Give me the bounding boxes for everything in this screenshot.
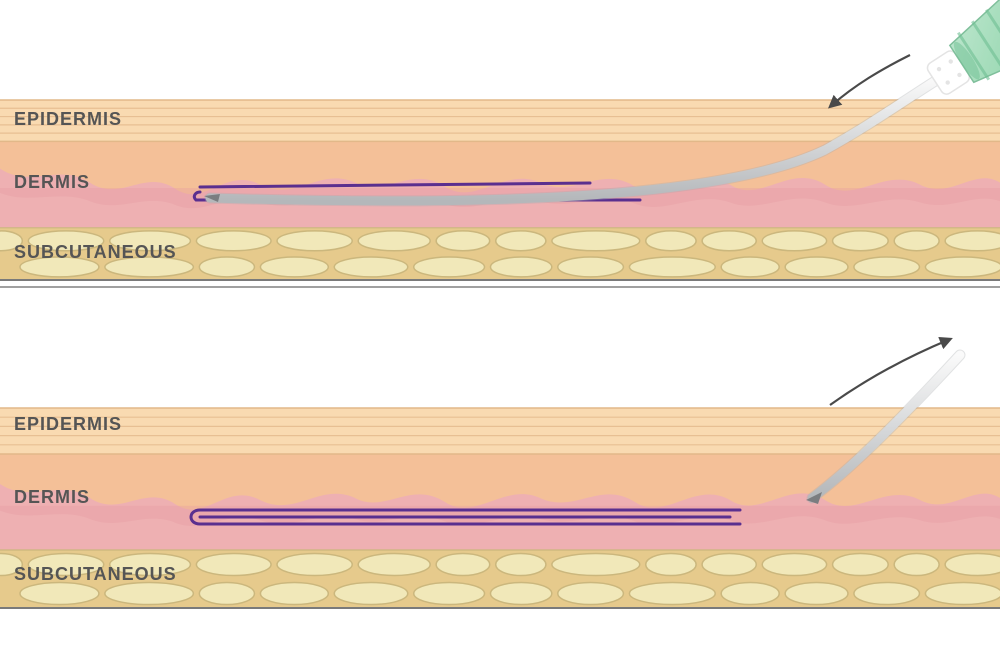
adipocyte xyxy=(490,257,551,277)
panel-insertion: EPIDERMIS DERMIS SUBCUTANEOUS xyxy=(0,0,1000,280)
diagram-root: EPIDERMIS DERMIS SUBCUTANEOUS EPIDERMIS DER… xyxy=(0,0,1000,650)
adipocyte xyxy=(199,582,254,604)
adipocyte xyxy=(925,257,1000,277)
adipocyte xyxy=(490,582,551,604)
adipocyte xyxy=(629,257,715,277)
adipocyte xyxy=(358,553,430,575)
adipocyte xyxy=(260,582,328,604)
adipocyte xyxy=(945,231,1000,251)
adipocyte xyxy=(785,582,848,604)
adipocyte xyxy=(199,257,254,277)
adipocyte xyxy=(894,553,939,575)
label-subcutaneous: SUBCUTANEOUS xyxy=(14,564,177,584)
adipocyte xyxy=(196,231,271,251)
adipocyte xyxy=(558,582,624,604)
adipocyte xyxy=(277,553,352,575)
adipocyte xyxy=(496,231,546,251)
adipocyte xyxy=(721,582,779,604)
adipocyte xyxy=(196,553,271,575)
adipocyte xyxy=(833,231,889,251)
label-dermis: DERMIS xyxy=(14,172,90,192)
label-dermis: DERMIS xyxy=(14,487,90,507)
adipocyte xyxy=(496,553,546,575)
adipocyte xyxy=(762,553,826,575)
adipocyte xyxy=(785,257,848,277)
adipocyte xyxy=(260,257,328,277)
label-subcutaneous: SUBCUTANEOUS xyxy=(14,242,177,262)
adipocyte xyxy=(721,257,779,277)
adipocyte xyxy=(436,553,490,575)
adipocyte xyxy=(833,553,889,575)
arrow-insert xyxy=(832,55,910,105)
adipocyte xyxy=(334,257,407,277)
adipocyte xyxy=(629,582,715,604)
arrow-withdraw xyxy=(830,340,948,405)
adipocyte xyxy=(414,257,485,277)
adipocyte xyxy=(558,257,624,277)
panel-withdrawal: EPIDERMIS DERMIS SUBCUTANEOUS xyxy=(0,340,1000,608)
adipocyte xyxy=(20,582,99,604)
adipocyte xyxy=(646,553,696,575)
adipocyte xyxy=(358,231,430,251)
adipocyte xyxy=(925,582,1000,604)
needle-hub xyxy=(914,0,1000,113)
label-epidermis: EPIDERMIS xyxy=(14,109,122,129)
adipocyte xyxy=(414,582,485,604)
epidermis-layer xyxy=(0,408,1000,454)
adipocyte xyxy=(105,582,193,604)
adipocyte xyxy=(436,231,490,251)
adipocyte xyxy=(277,231,352,251)
label-epidermis: EPIDERMIS xyxy=(14,414,122,434)
adipocyte xyxy=(945,553,1000,575)
adipocyte xyxy=(646,231,696,251)
adipocyte xyxy=(762,231,826,251)
adipocyte xyxy=(334,582,407,604)
adipocyte xyxy=(702,231,756,251)
adipocyte xyxy=(854,257,920,277)
adipocyte xyxy=(552,553,640,575)
adipocyte xyxy=(552,231,640,251)
adipocyte xyxy=(702,553,756,575)
adipocyte xyxy=(854,582,920,604)
adipocyte xyxy=(894,231,939,251)
